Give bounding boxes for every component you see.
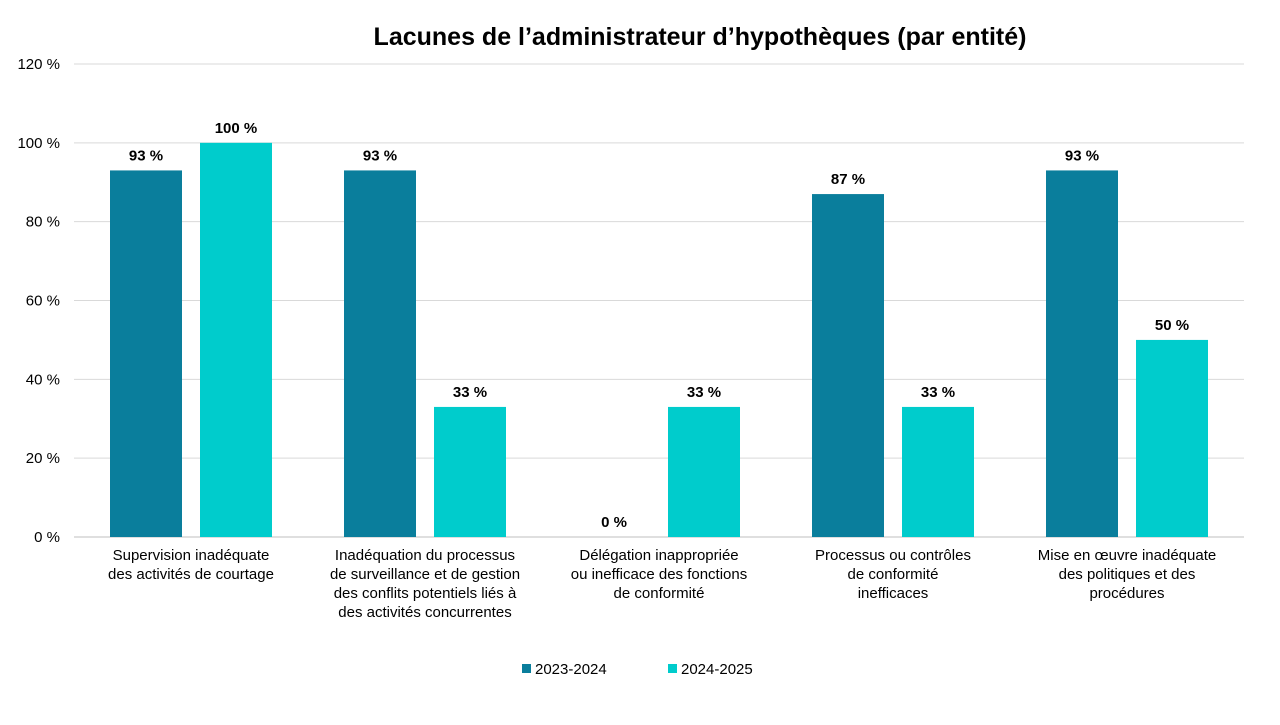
legend-swatch <box>668 664 677 673</box>
data-label: 50 % <box>1155 317 1189 334</box>
data-label: 93 % <box>363 147 397 164</box>
data-label: 33 % <box>687 384 721 401</box>
y-axis-ticks: 0 % 20 % 40 % 60 % 80 % 100 % 120 % <box>17 56 60 546</box>
x-tick-line: des politiques et des <box>1059 566 1196 583</box>
x-tick-label: Processus ou contrôles de conformité ineff… <box>815 547 971 602</box>
x-tick-line: Mise en œuvre inadéquate <box>1038 547 1216 564</box>
x-tick-line: inefficaces <box>858 585 929 602</box>
data-label: 0 % <box>601 514 627 531</box>
data-label: 93 % <box>1065 147 1099 164</box>
y-tick-label: 80 % <box>26 214 60 231</box>
data-labels: 93 % 100 % 93 % 33 % 0 % 33 % 87 % 33 % 93 % 50 % <box>129 120 1189 531</box>
bar <box>812 194 884 537</box>
x-tick-label: Mise en œuvre inadéquate des politiques e… <box>1038 547 1216 602</box>
legend: 2023-2024 2024-2025 <box>522 661 753 678</box>
x-tick-line: de conformité <box>848 566 939 583</box>
x-tick-label: Inadéquation du processus de surveillance… <box>330 547 520 621</box>
bars <box>110 142 1208 538</box>
data-label: 33 % <box>921 384 955 401</box>
legend-swatch <box>522 664 531 673</box>
y-tick-label: 20 % <box>26 450 60 467</box>
x-tick-line: Processus ou contrôles <box>815 547 971 564</box>
bar <box>1046 170 1118 538</box>
x-tick-line: procédures <box>1089 585 1164 602</box>
legend-label: 2023-2024 <box>535 661 607 678</box>
bar <box>902 406 974 537</box>
x-tick-line: des activités concurrentes <box>338 604 511 621</box>
x-tick-line: Délégation inappropriée <box>579 547 738 564</box>
x-tick-line: ou inefficace des fonctions <box>571 566 748 583</box>
y-tick-label: 100 % <box>17 135 60 152</box>
y-tick-label: 0 % <box>34 529 60 546</box>
bar <box>434 406 506 537</box>
bar <box>200 142 272 538</box>
y-tick-label: 40 % <box>26 371 60 388</box>
legend-label: 2024-2025 <box>681 661 753 678</box>
chart-title: Lacunes de l’administrateur d’hypothèque… <box>374 23 1027 51</box>
bar <box>344 170 416 538</box>
x-tick-line: Supervision inadéquate <box>113 547 270 564</box>
x-tick-line: Inadéquation du processus <box>335 547 515 564</box>
x-tick-line: de surveillance et de gestion <box>330 566 520 583</box>
y-tick-label: 60 % <box>26 293 60 310</box>
data-label: 93 % <box>129 147 163 164</box>
x-tick-label: Délégation inappropriée ou inefficace des… <box>571 547 748 602</box>
x-tick-line: des conflits potentiels liés à <box>334 585 517 602</box>
bar <box>668 406 740 537</box>
data-label: 87 % <box>831 171 865 188</box>
data-label: 100 % <box>215 120 258 137</box>
data-label: 33 % <box>453 384 487 401</box>
y-tick-label: 120 % <box>17 56 60 73</box>
x-tick-label: Supervision inadéquate des activités de c… <box>108 547 274 583</box>
x-axis-ticks: Supervision inadéquate des activités de c… <box>108 547 1216 621</box>
bar <box>1136 339 1208 537</box>
x-tick-line: des activités de courtage <box>108 566 274 583</box>
x-tick-line: de conformité <box>614 585 705 602</box>
bar <box>110 170 182 538</box>
